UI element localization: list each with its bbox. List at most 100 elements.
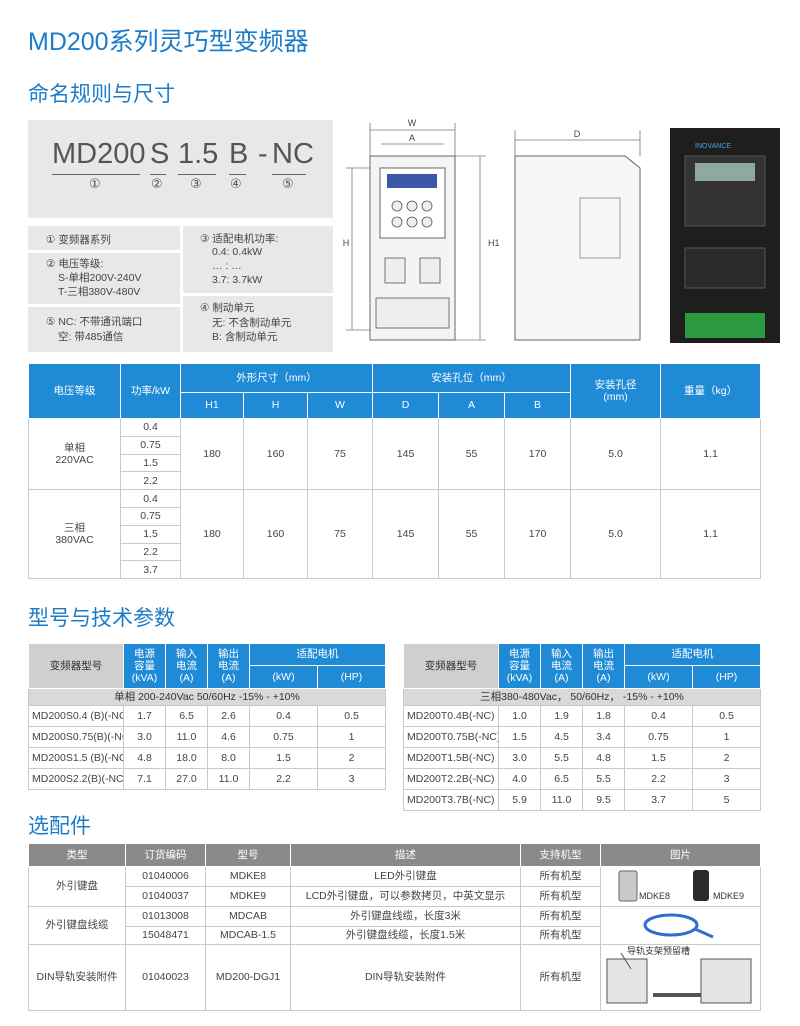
legend-item: ④ 制动单元 <box>200 302 255 314</box>
spec-cell: 1.7 <box>123 705 166 727</box>
accessory-cell: 所有机型 <box>520 866 601 887</box>
accessory-picture <box>643 913 714 939</box>
dimension-label: H <box>343 238 350 248</box>
section-heading: 命名规则与尺寸 <box>28 83 175 106</box>
table-row: MD200S0.4 (B)(-NC) 1.7 6.5 2.6 0.4 0.5 <box>28 705 386 727</box>
naming-underline <box>178 174 216 175</box>
header-cell: 输入 电流 (A) <box>165 643 208 689</box>
header-cell: W <box>306 392 374 419</box>
dimension-cell: 1.1 <box>660 489 762 580</box>
legend-divider <box>183 293 333 296</box>
header-cell: 变频器型号 <box>403 643 499 689</box>
spec-cell: 1.9 <box>540 705 583 727</box>
spec-cell: 1.5 <box>624 747 693 769</box>
spec-cell: 2 <box>317 747 386 769</box>
table-row: MD200S0.75(B)(-NC) 3.0 11.0 4.6 0.75 1 <box>28 726 386 748</box>
spec-cell: 4.6 <box>207 726 250 748</box>
keypad <box>618 870 638 902</box>
accessory-cell: MD200-DGJ1 <box>205 944 291 1011</box>
cell-line: 输入 <box>176 647 197 660</box>
legend-item: ⑤ NC: 不带通讯端口 <box>46 316 143 328</box>
voltage-cell: 单相 220VAC <box>28 417 121 491</box>
table-row: 外引键盘线缆 01013008 MDCAB 外引键盘线缆，长度3米 所有机型 <box>28 906 761 945</box>
cell-line: 输出 <box>218 647 239 660</box>
table-row: MD200S2.2(B)(-NC) 7.1 27.0 11.0 2.2 3 <box>28 768 386 790</box>
naming-part: S <box>150 138 170 170</box>
naming-part: MD200 <box>52 138 146 170</box>
legend-item: T-三相380V-480V <box>58 286 141 298</box>
spec-cell: 3 <box>692 768 761 790</box>
dimension-label: A <box>409 133 415 143</box>
header-cell: 描述 <box>290 843 521 867</box>
device-brand: INOVANCE <box>695 143 731 150</box>
table-row: MD200T1.5B(-NC) 3.0 5.5 4.8 1.5 2 <box>403 747 761 769</box>
dimension-cell: 5.0 <box>570 489 662 580</box>
cell-line: 输出 <box>593 647 614 660</box>
header-cell: (kW) <box>249 665 318 689</box>
dimension-cell: 55 <box>438 489 506 580</box>
header-cell: 电压等级 <box>28 363 121 419</box>
dimension-table: 电压等级 功率/kW 外形尺寸（mm） 安装孔位（mm） 安装孔径 (mm) 重量（kg） H… <box>28 363 762 580</box>
picture-label: 导轨支架预留槽 <box>627 945 690 956</box>
table-row: 单相 200-240Vac 50/60Hz -15% - +10% <box>28 688 386 706</box>
header-cell: D <box>372 392 440 419</box>
legend-item: B: 含制动单元 <box>212 331 278 343</box>
legend-item: ③ 适配电机功率: <box>200 233 279 245</box>
spec-cell: 18.0 <box>165 747 208 769</box>
header-cell: 安装孔位（mm） <box>372 363 572 393</box>
dimension-cell: 55 <box>438 417 506 491</box>
picture-label: MDKE9 <box>713 891 744 901</box>
power-cell: 0.4 <box>120 489 181 508</box>
naming-part: 1.5 <box>178 138 219 170</box>
dimension-cell: 180 <box>180 489 244 580</box>
naming-marker: ② <box>151 176 163 191</box>
naming-box <box>28 120 333 218</box>
table-row: DIN导轨安装附件 01040023 MD200-DGJ1 DIN导轨安装附件 所有机型… <box>28 944 761 1011</box>
table-row: 变频器型号 电源 容量 (kVA) 输入 电流 (A) 输出 电流 (A) 适配电机 <box>28 643 386 689</box>
spec-cell: 1.5 <box>498 726 541 748</box>
spec-cell: 1.0 <box>498 705 541 727</box>
spec-cell: MD200S1.5 (B)(-NC) <box>28 747 124 769</box>
header-cell: H <box>243 392 308 419</box>
cell-line: (A) <box>554 672 569 685</box>
header-cell: 电源 容量 (kVA) <box>123 643 166 689</box>
header-cell: 功率/kW <box>120 363 181 419</box>
power-cell: 3.7 <box>120 560 181 580</box>
spec-table: 变频器型号 电源 容量 (kVA) 输入 电流 (A) 输出 电流 (A) 适配电机 (kW) (HP)… <box>28 643 386 790</box>
naming-part: - <box>258 138 268 170</box>
page-title: MD200系列灵巧型变频器 <box>28 28 309 56</box>
accessory-cell: MDKE8 <box>205 866 291 887</box>
table-row: 变频器型号 电源 容量 (kVA) 输入 电流 (A) 输出 电流 (A) 适配电机 <box>403 643 761 689</box>
naming-marker: ⑤ <box>282 176 294 191</box>
naming-part: NC <box>272 138 314 170</box>
dimension-cell: 145 <box>372 417 440 491</box>
table-body: 变频器型号 电源 容量 (kVA) 输入 电流 (A) 输出 电流 (A) 适配电机 (kW) (HP)… <box>403 643 761 811</box>
spec-cell: MD200T1.5B(-NC) <box>403 747 499 769</box>
picture-label: MDKE8 <box>639 891 670 901</box>
legend-item: S-单相200V-240V <box>58 272 142 284</box>
header-cell: H1 <box>180 392 244 419</box>
spec-cell: 9.5 <box>582 789 625 811</box>
cell-line: (A) <box>221 672 236 685</box>
power-cell: 0.4 <box>120 418 181 437</box>
legend-item: 0.4: 0.4kW <box>212 246 263 258</box>
din-rail <box>606 958 648 1004</box>
dimension-cell: 75 <box>306 417 374 491</box>
type-cell: 外引键盘 <box>28 866 126 907</box>
header-cell: A <box>438 392 506 419</box>
header-cell: 输出 电流 (A) <box>207 643 250 689</box>
table-row: 单相 220VAC 0.4 180 160 75 145 55 170 5.0 1.1 <box>28 417 762 491</box>
power-cell: 1.5 <box>120 524 181 544</box>
spec-cell: 3.7 <box>624 789 693 811</box>
naming-underline <box>52 174 140 175</box>
dimension-label: H1 <box>488 238 500 248</box>
spec-cell: 0.5 <box>317 705 386 727</box>
spec-cell: 11.0 <box>540 789 583 811</box>
table-row: 外引键盘 01040006 MDKE8 LED外引键盘 所有机型 MDKE8 MDKE9 <box>28 866 761 907</box>
accessory-cell: 01040023 <box>125 944 206 1011</box>
dimension-diagram: W A H H1 D INOVANCE <box>343 118 780 343</box>
dimension-label: D <box>574 129 581 139</box>
accessory-cell: LCD外引键盘，可以参数拷贝，中英文显示 <box>290 886 521 907</box>
header-cell: 输出 电流 (A) <box>582 643 625 689</box>
power-cell: 0.75 <box>120 435 181 455</box>
